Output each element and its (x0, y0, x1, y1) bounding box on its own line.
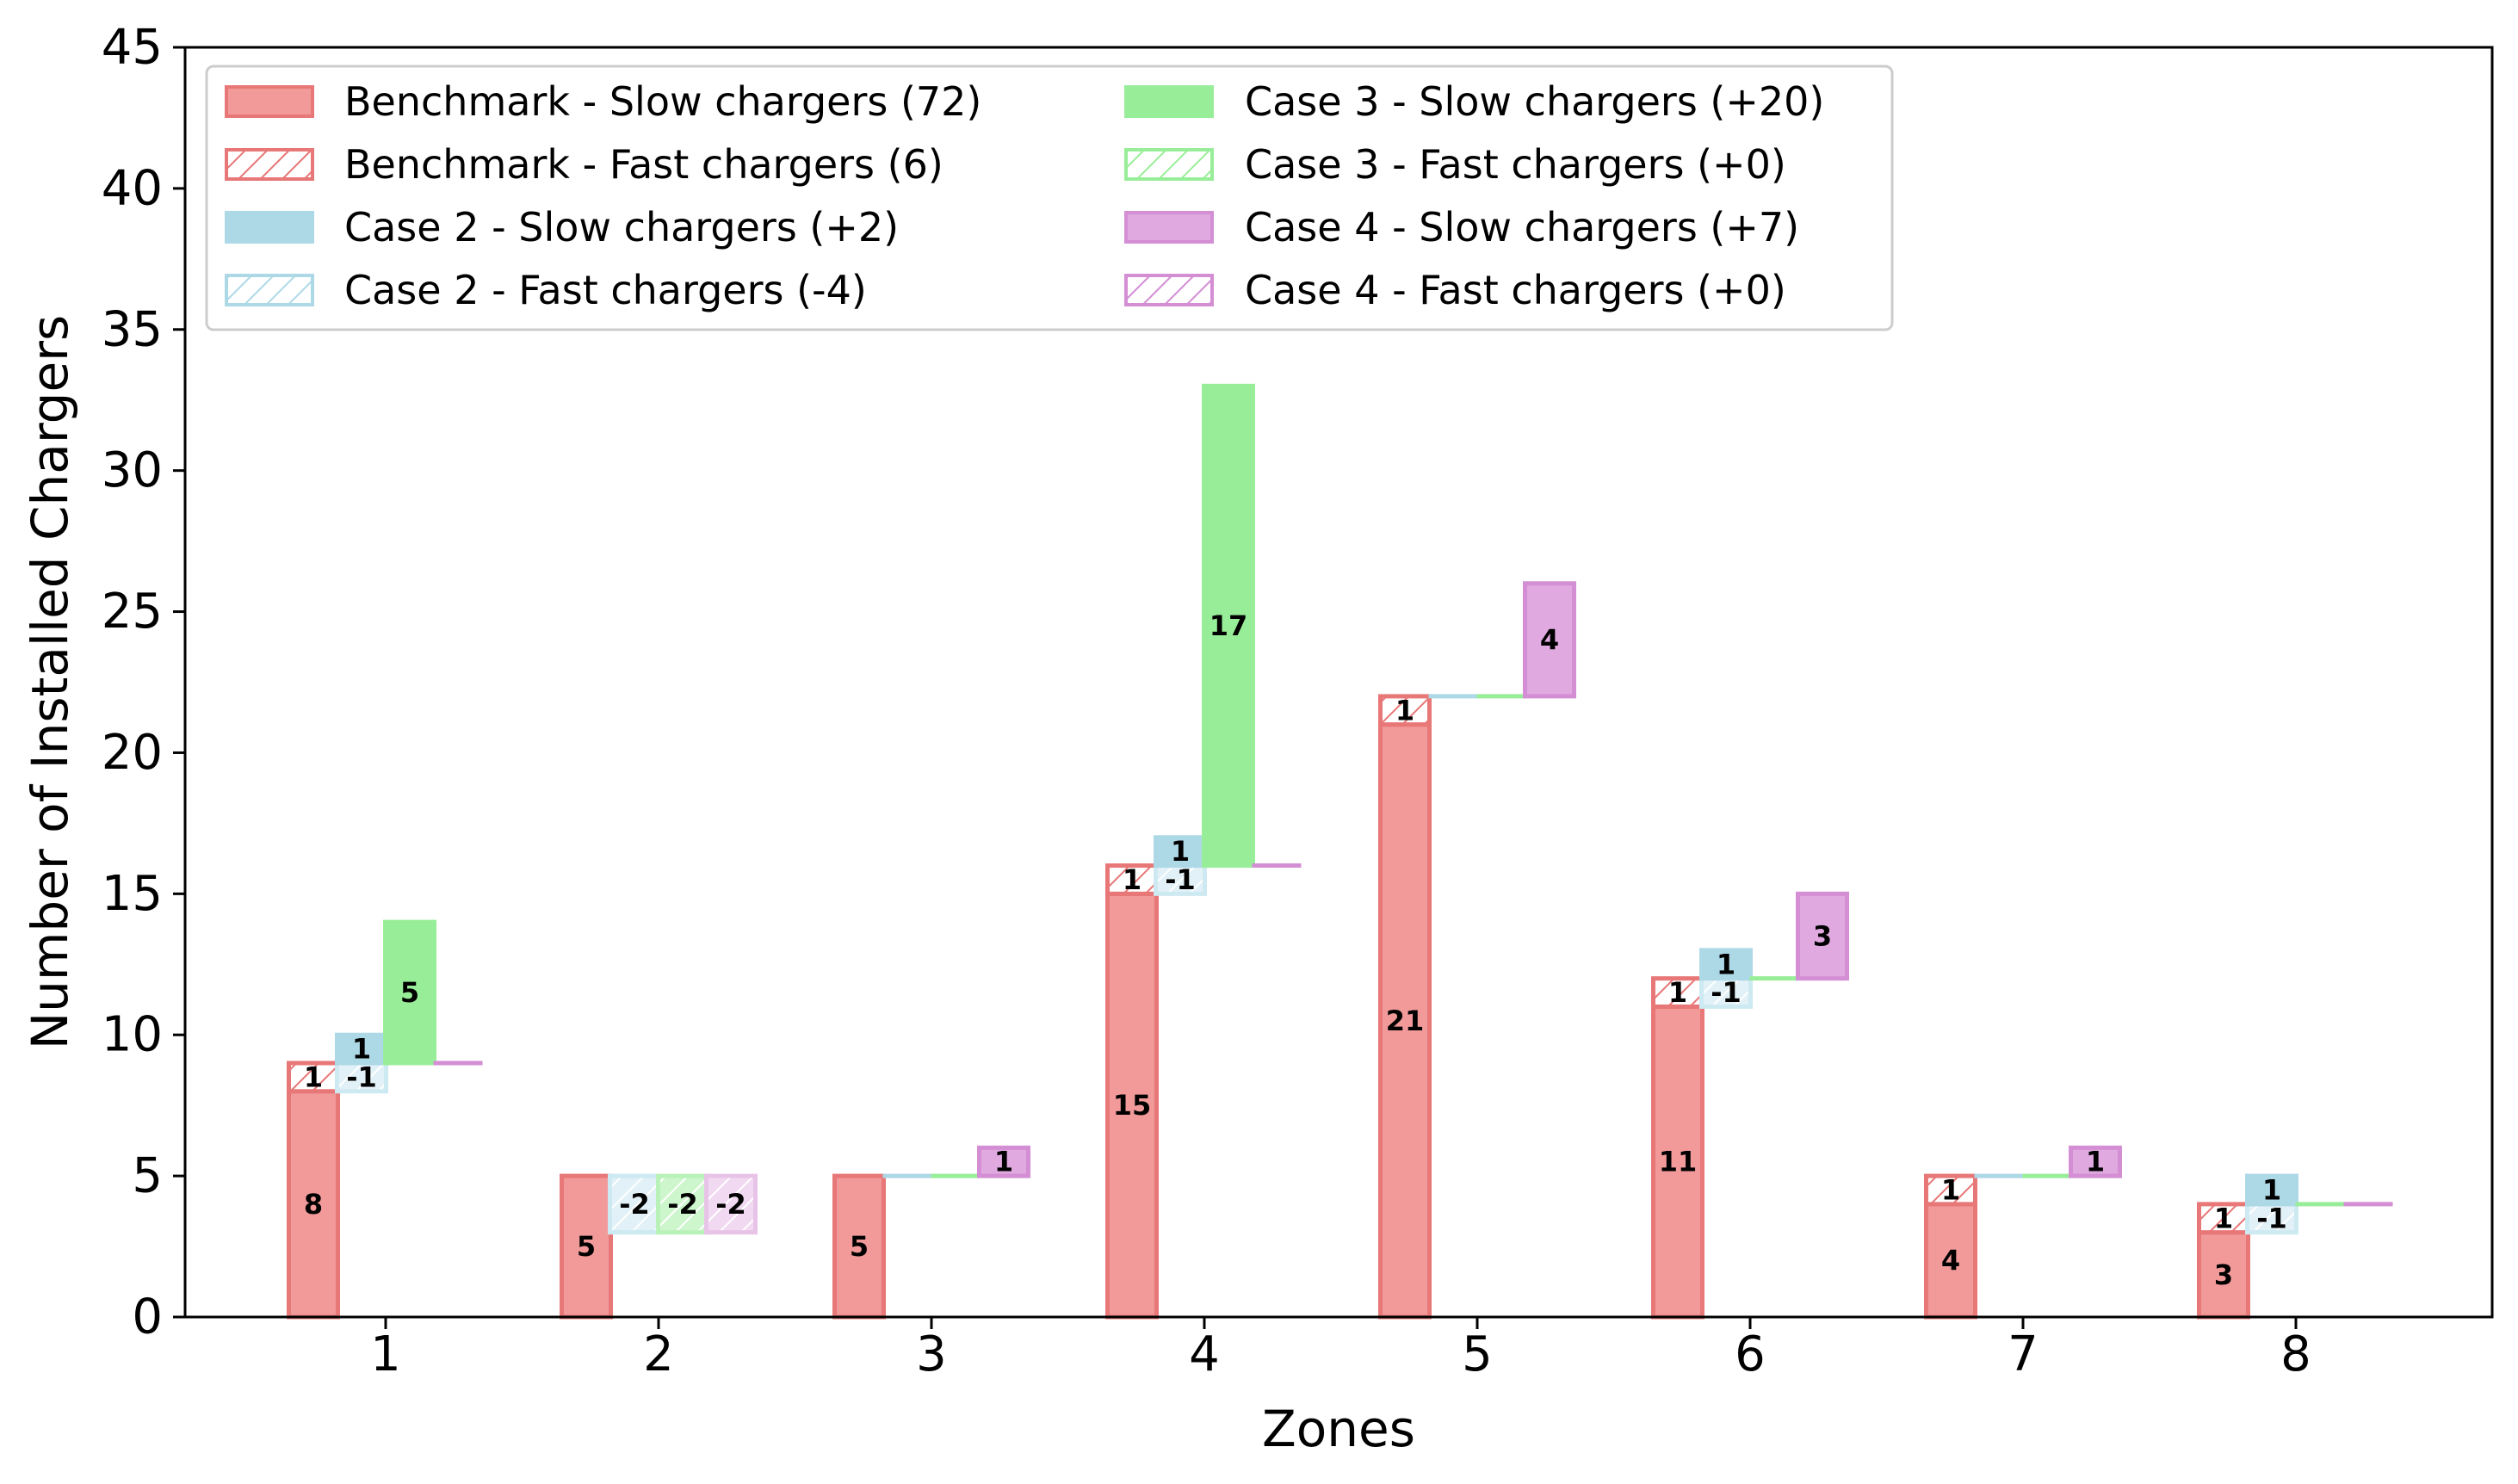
y-axis-title: Number of Installed Chargers (21, 315, 79, 1050)
case2-fast-delta-label: -2 (619, 1188, 650, 1221)
benchmark-fast-label: 1 (2214, 1202, 2233, 1234)
case4-slow-delta-label: 3 (1813, 920, 1832, 953)
case4-slow-delta-bar (1523, 581, 1576, 699)
x-tick-label: 8 (2280, 1326, 2311, 1382)
legend-label: Benchmark - Fast chargers (6) (344, 141, 943, 188)
case2-slow-delta-label: 1 (2262, 1174, 2281, 1207)
case3-slow-delta-label: 5 (400, 976, 419, 1009)
y-tick-label: 15 (102, 866, 163, 922)
case2-slow-delta-bar (1154, 835, 1207, 869)
x-tick-label: 6 (1735, 1326, 1766, 1382)
benchmark-fast-bar (1924, 1173, 1977, 1207)
case3-slow-delta-bar (1202, 383, 1255, 869)
legend-label: Case 3 - Slow chargers (+20) (1245, 78, 1824, 125)
legend: Benchmark - Slow chargers (72) Benchmark … (205, 65, 1894, 331)
benchmark-slow-label: 15 (1113, 1089, 1152, 1122)
benchmark-slow-label: 4 (1941, 1244, 1960, 1277)
legend-swatch (1124, 274, 1214, 306)
benchmark-slow-bar (560, 1173, 613, 1320)
case4-slow-delta-label: 1 (2086, 1146, 2105, 1178)
benchmark-slow-bar (832, 1173, 886, 1320)
y-tick-label: 35 (102, 301, 163, 357)
bars-layer (287, 383, 2393, 1320)
legend-label: Case 2 - Slow chargers (+2) (344, 204, 899, 250)
benchmark-slow-bar (2197, 1230, 2250, 1320)
case4-slow-delta-label: 4 (1540, 623, 1559, 656)
benchmark-slow-bar (1105, 891, 1159, 1320)
case2-fast-delta-label: -1 (1165, 863, 1196, 896)
legend-swatch (225, 211, 314, 244)
benchmark-fast-bar (287, 1060, 340, 1094)
benchmark-fast-label: 1 (1395, 694, 1414, 727)
legend-label: Case 4 - Fast chargers (+0) (1245, 267, 1786, 313)
legend-swatch (1124, 148, 1214, 181)
x-tick-label: 3 (916, 1326, 947, 1382)
case4-slow-delta-bar (2069, 1145, 2122, 1178)
case3-fast-delta-label: -2 (667, 1188, 698, 1221)
case2-fast-delta-label: -1 (1711, 976, 1742, 1009)
case4-slow-delta-label: 1 (994, 1146, 1013, 1178)
y-tick-label: 40 (102, 160, 163, 216)
legend-label: Case 2 - Fast chargers (-4) (344, 267, 867, 313)
case4-fast-delta-bar (704, 1173, 758, 1235)
case2-fast-delta-bar (1699, 976, 1753, 1009)
y-tick-label: 30 (102, 442, 163, 498)
case2-fast-delta-label: -1 (2256, 1202, 2287, 1234)
case4-slow-delta-bar (1796, 891, 1849, 981)
case4-slow-delta-bar (977, 1145, 1030, 1178)
legend-swatch (225, 85, 314, 118)
benchmark-slow-label: 5 (577, 1230, 596, 1263)
benchmark-slow-label: 8 (304, 1188, 323, 1221)
case2-slow-delta-label: 1 (1717, 948, 1735, 980)
benchmark-fast-label: 1 (1941, 1174, 1960, 1207)
legend-label: Case 3 - Fast chargers (+0) (1245, 141, 1786, 188)
benchmark-slow-label: 11 (1659, 1146, 1698, 1178)
case4-fast-delta-label: -2 (715, 1188, 746, 1221)
legend-swatch (225, 274, 314, 306)
benchmark-fast-label: 1 (1123, 863, 1141, 896)
plot-frame (183, 46, 2494, 1319)
case2-slow-delta-bar (1699, 948, 1753, 981)
benchmark-slow-label: 3 (2214, 1258, 2233, 1291)
y-tick-label: 25 (102, 584, 163, 640)
benchmark-slow-label: 21 (1386, 1005, 1425, 1037)
legend-swatch (1124, 85, 1214, 118)
y-tick-label: 10 (102, 1007, 163, 1063)
x-tick-label: 5 (1462, 1326, 1493, 1382)
x-tick-label: 7 (2008, 1326, 2039, 1382)
case2-slow-delta-label: 1 (352, 1033, 371, 1066)
legend-frame (205, 65, 1894, 331)
y-tick-label: 20 (102, 725, 163, 781)
case3-slow-delta-label: 17 (1210, 609, 1248, 642)
x-tick-label: 1 (370, 1326, 401, 1382)
legend-label: Case 4 - Slow chargers (+7) (1245, 204, 1799, 250)
y-tick-label: 0 (132, 1289, 163, 1345)
case2-fast-delta-label: -1 (346, 1060, 377, 1093)
benchmark-fast-label: 1 (304, 1060, 323, 1093)
benchmark-fast-bar (1105, 863, 1159, 896)
x-axis-title: Zones (1262, 1400, 1415, 1458)
x-tick-label: 2 (643, 1326, 674, 1382)
case2-slow-delta-label: 1 (1171, 835, 1190, 868)
x-tick-label: 4 (1189, 1326, 1220, 1382)
case2-slow-delta-bar (2245, 1173, 2298, 1207)
benchmark-slow-label: 5 (850, 1230, 869, 1263)
legend-swatch (1124, 211, 1214, 244)
y-tick-label: 5 (132, 1148, 163, 1204)
legend-swatch (225, 148, 314, 181)
benchmark-fast-bar (1378, 694, 1432, 727)
y-tick-label: 45 (102, 20, 163, 76)
case3-slow-delta-bar (383, 919, 436, 1066)
benchmark-fast-label: 1 (1668, 976, 1687, 1009)
legend-label: Benchmark - Slow chargers (72) (344, 78, 981, 125)
